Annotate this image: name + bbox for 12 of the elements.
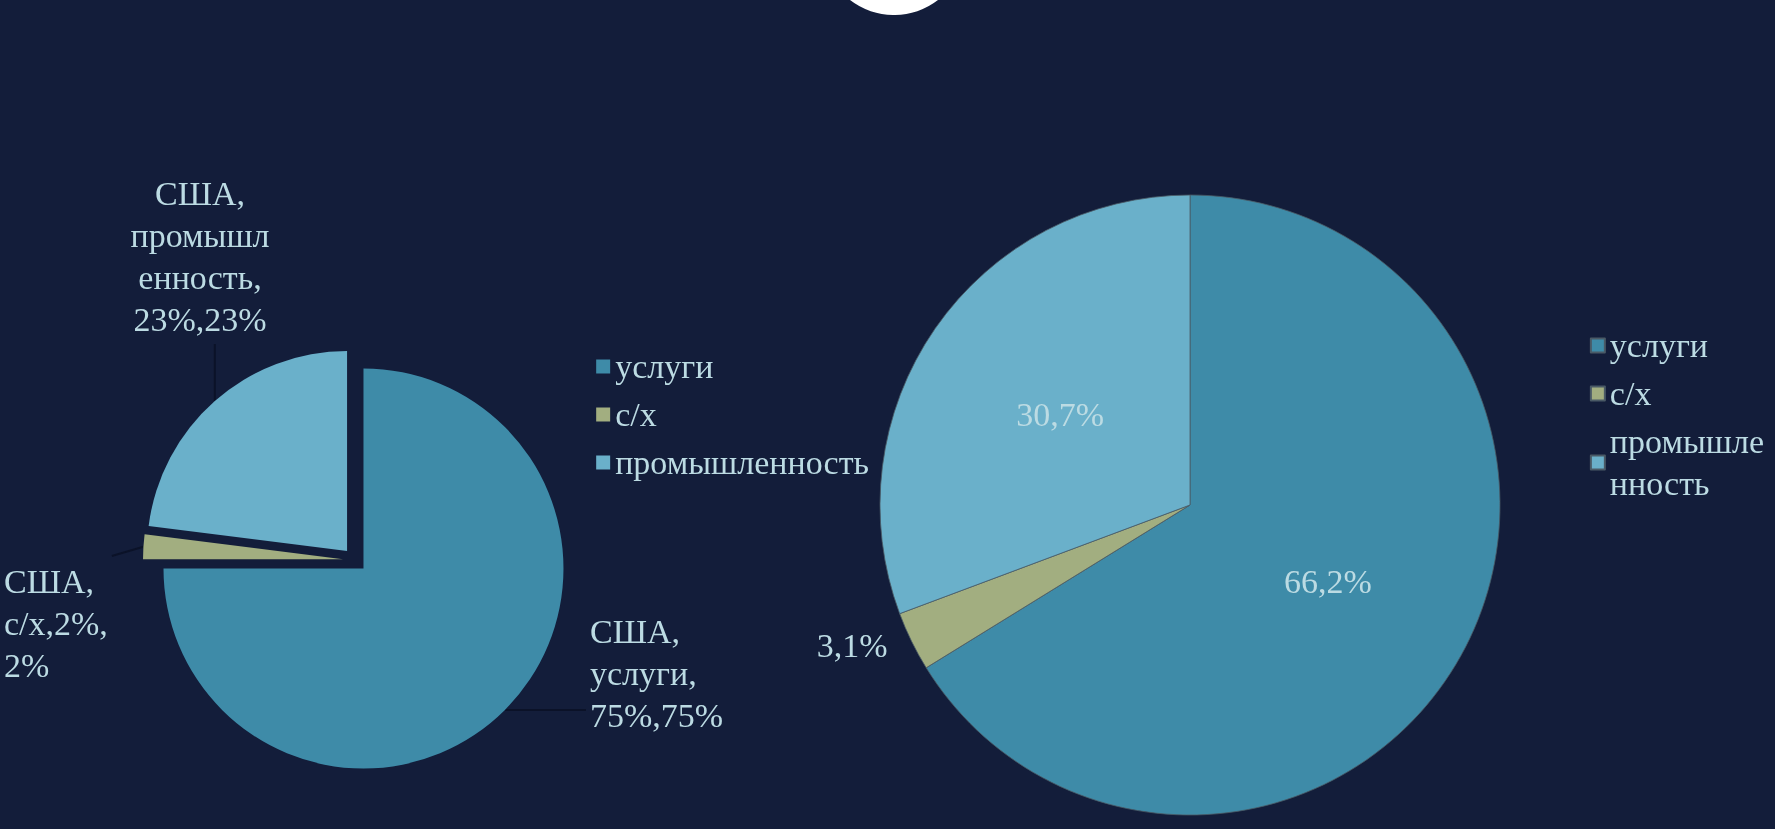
legend-label: промышленность	[615, 444, 870, 481]
data-label: 30,7%	[1016, 396, 1105, 434]
legend-label: услуги	[1609, 327, 1709, 364]
data-label: США,услуги,75%,75%	[590, 612, 724, 734]
legend-label: с/х	[1609, 375, 1652, 412]
data-label: 66,2%	[1284, 563, 1372, 601]
legend-label: промышленность	[1609, 423, 1765, 502]
data-label: 3,1%	[816, 627, 888, 665]
data-label: США,с/х,2%,2%	[4, 562, 108, 684]
data-label: США,промышленность,23%,23%	[130, 174, 270, 338]
legend-label: услуги	[615, 348, 714, 385]
legend-label: с/х	[615, 396, 657, 433]
